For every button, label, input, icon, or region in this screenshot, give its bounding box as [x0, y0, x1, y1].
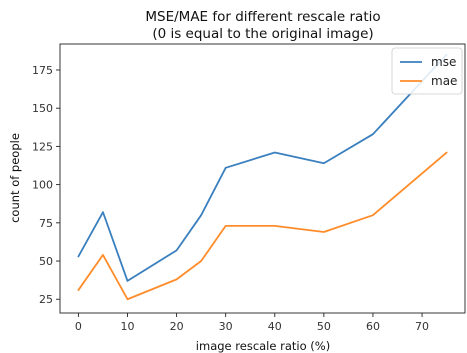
series-line-mae — [77, 151, 448, 301]
x-tick-label: 60 — [366, 320, 380, 333]
y-tick-label: 50 — [39, 255, 53, 268]
legend-box — [391, 47, 463, 95]
x-tick-label: 20 — [170, 320, 184, 333]
y-tick-label: 150 — [32, 102, 53, 115]
x-tick-label: 30 — [219, 320, 233, 333]
series-line-mse — [77, 53, 448, 282]
x-tick-label: 0 — [75, 320, 82, 333]
x-tick-label: 40 — [268, 320, 282, 333]
y-tick-label: 25 — [39, 293, 53, 306]
x-tick-label: 70 — [415, 320, 429, 333]
chart-title: MSE/MAE for different rescale ratio — [145, 9, 380, 25]
series-lines — [77, 53, 448, 301]
y-tick-label: 125 — [32, 140, 53, 153]
y-tick-label: 75 — [39, 217, 53, 230]
y-axis-label: count of people — [8, 133, 22, 223]
x-tick-label: 10 — [121, 320, 135, 333]
y-axis-ticks: 25 50 75 100 125 150 175 — [32, 64, 60, 306]
legend-label-mse: mse — [431, 55, 456, 69]
y-tick-label: 175 — [32, 64, 53, 77]
plot-area-frame — [59, 43, 466, 314]
x-axis-ticks: 0 10 20 30 40 50 60 70 — [75, 313, 429, 333]
x-tick-label: 50 — [317, 320, 331, 333]
legend: mse mae — [391, 47, 463, 95]
legend-label-mae: mae — [431, 74, 457, 88]
y-tick-label: 100 — [32, 179, 53, 192]
chart-subtitle: (0 is equal to the original image) — [152, 26, 373, 42]
x-axis-label: image rescale ratio (%) — [196, 339, 330, 353]
